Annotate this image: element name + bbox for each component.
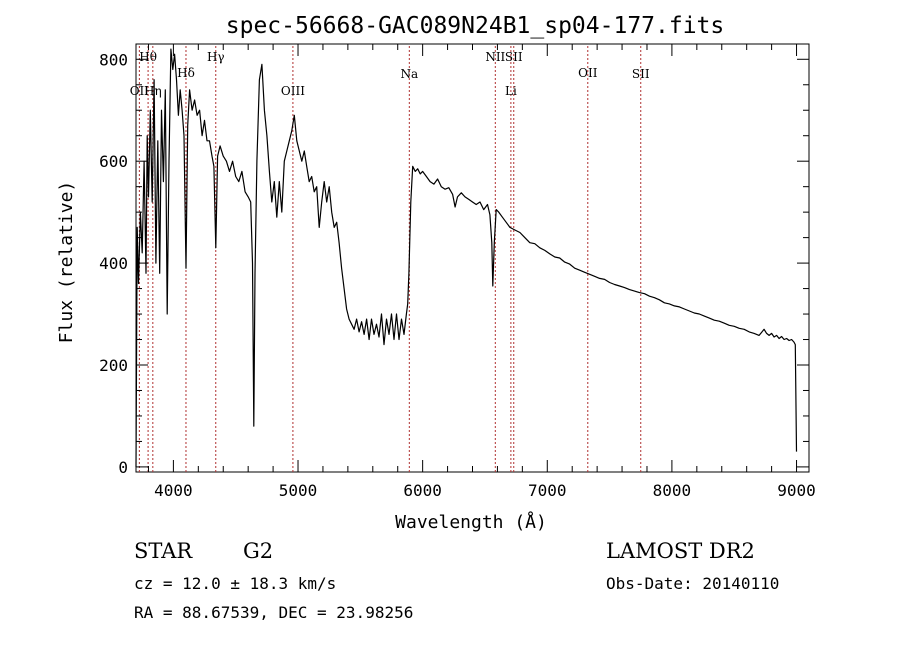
line-marker-label: Li	[505, 84, 517, 98]
x-tick-label: 7000	[528, 481, 567, 500]
line-marker-label: OII	[578, 66, 598, 80]
x-tick-label: 6000	[403, 481, 442, 500]
axes: 4000 5000 6000 7000 8000 9000 0 200 400 600 800	[99, 44, 816, 500]
y-tick-label: 600	[99, 152, 128, 171]
y-tick-label: 400	[99, 254, 128, 273]
survey-name: LAMOST DR2	[606, 539, 755, 563]
line-marker-label: SII	[505, 50, 523, 64]
plot-area	[135, 43, 810, 473]
coordinates: RA = 88.67539, DEC = 23.98256	[134, 603, 414, 622]
line-marker-label: Hγ	[207, 50, 225, 64]
spectrum-line	[135, 48, 798, 467]
x-axis-label: Wavelength (Å)	[395, 511, 547, 533]
redshift-value: cz = 12.0 ± 18.3 km/s	[134, 574, 337, 593]
plot-frame	[135, 43, 810, 473]
line-marker-label: Hη	[144, 84, 162, 98]
x-tick-label: 8000	[653, 481, 692, 500]
observation-date: Obs-Date: 20140110	[606, 574, 780, 593]
object-class: STAR	[134, 539, 193, 563]
chart-title: spec-56668-GAC089N24B1_sp04-177.fits	[226, 13, 725, 39]
y-tick-label: 200	[99, 356, 128, 375]
y-tick-label: 800	[99, 50, 128, 69]
line-marker-label: NII	[485, 50, 505, 64]
emission-line-markers: OII Hθ Hη Hδ Hγ OIII Na NII Li SII OII SII	[130, 46, 650, 472]
line-marker-label: Na	[400, 67, 418, 81]
line-marker-label: OIII	[281, 84, 305, 98]
spectrum-series	[135, 48, 798, 467]
y-axis-label: Flux (relative)	[56, 181, 77, 344]
subclass: G2	[243, 539, 274, 563]
x-tick-label: 4000	[154, 481, 193, 500]
line-marker-label: Hθ	[139, 50, 157, 64]
y-tick-label: 0	[118, 458, 128, 477]
x-tick-label: 9000	[777, 481, 816, 500]
line-marker-label: Hδ	[177, 66, 195, 80]
line-marker-label: OII	[130, 84, 150, 98]
line-marker-label: SII	[632, 67, 650, 81]
x-tick-label: 5000	[279, 481, 318, 500]
